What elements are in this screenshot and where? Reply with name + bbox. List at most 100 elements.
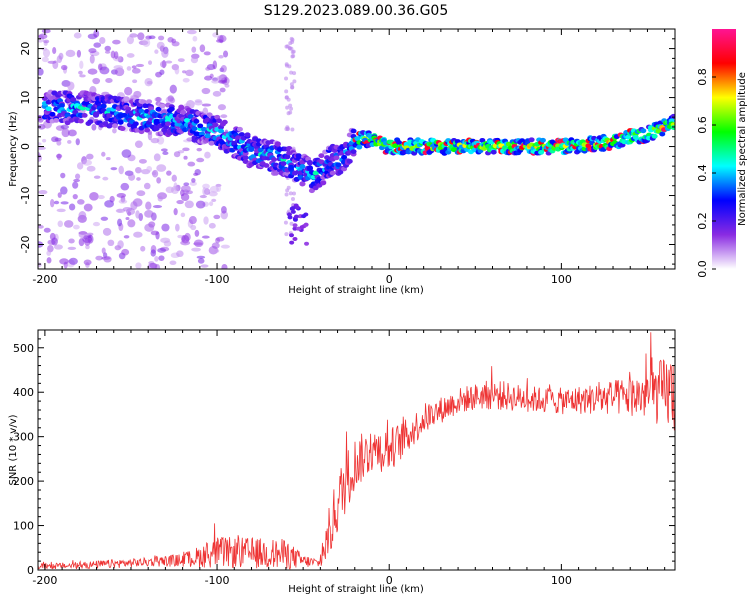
spectrogram-cell: [346, 158, 353, 164]
spectrogram-cell: [284, 232, 289, 237]
spectrogram-cell: [167, 95, 174, 102]
spectrogram-cell: [285, 105, 290, 110]
spectrogram-cell: [73, 32, 82, 39]
spectrogram-cell: [173, 208, 178, 216]
spectrogram-cell: [86, 153, 94, 160]
spectrogram-cell: [166, 170, 172, 176]
spectrogram-cell: [211, 79, 220, 84]
spectrogram-cell: [191, 177, 196, 183]
spectrogram-cell: [288, 103, 293, 108]
spectrogram-cell: [56, 153, 62, 161]
spectrogram-cell: [41, 29, 51, 34]
spectrogram-cell: [73, 224, 80, 230]
spectrogram-cell: [56, 55, 63, 63]
spectrogram-cell: [87, 119, 94, 125]
spectrogram-cell: [88, 48, 97, 54]
snr-y-axis-label: SNR (10 * v/v): [8, 414, 19, 485]
spectrogram-cell: [72, 193, 78, 200]
spectrogram-cell: [124, 86, 133, 96]
spectrogram-y-tick-label: -20: [19, 236, 32, 254]
spectrogram-cell: [93, 112, 100, 118]
spectrogram-cell: [121, 149, 132, 158]
spectrogram-cell: [318, 159, 325, 165]
spectrogram-cell: [212, 90, 222, 97]
spectrogram-cell: [46, 257, 52, 264]
spectrogram-cell: [106, 113, 113, 118]
spectrogram-cell: [182, 70, 187, 74]
spectrogram-cell: [49, 199, 55, 208]
spectrogram-cell: [123, 96, 130, 102]
spectrogram-cell: [192, 35, 198, 42]
spectrogram-cell: [142, 38, 151, 47]
spectrogram-cell: [288, 191, 293, 196]
spectrogram-cell: [132, 121, 139, 127]
spectrogram-cell: [299, 164, 306, 169]
spectrogram-cell: [257, 147, 264, 153]
spectrogram-cell: [67, 246, 77, 251]
spectrogram-cell: [138, 129, 145, 135]
spectrogram-cell: [193, 172, 199, 177]
spectrogram-cell: [204, 151, 211, 159]
spectrogram-cell: [79, 74, 86, 78]
spectrogram-cell: [289, 233, 295, 238]
spectrogram-cell: [126, 53, 135, 58]
spectrogram-cell: [85, 244, 90, 250]
spectrogram-cell: [60, 172, 66, 179]
spectrogram-cell: [113, 65, 124, 70]
spectrogram-cell: [204, 75, 213, 81]
spectrogram-cell: [75, 138, 80, 146]
spectrogram-cell: [187, 114, 194, 119]
spectrogram-cell: [59, 258, 69, 265]
spectrogram-cell: [284, 89, 289, 94]
spectrogram-cell: [285, 126, 290, 131]
spectrogram-cell: [158, 255, 165, 261]
spectrogram-cell: [38, 224, 44, 229]
spectrogram-cell: [199, 131, 206, 137]
spectrogram-cell: [562, 137, 569, 143]
spectrogram-x-tick-label: 0: [386, 273, 393, 286]
spectrogram-cell: [72, 181, 79, 189]
spectrogram-cell: [205, 66, 211, 71]
spectrogram-cell: [168, 106, 175, 112]
spectrogram-cell: [307, 160, 314, 165]
spectrogram-cell: [63, 220, 74, 228]
spectrogram-cell: [307, 165, 314, 171]
spectrogram-cell: [271, 157, 278, 162]
spectrogram-cell: [320, 180, 327, 186]
spectrogram-cell: [157, 196, 163, 202]
spectrogram-cell: [105, 78, 113, 83]
spectrogram-cell: [539, 137, 546, 143]
spectrogram-cell: [183, 155, 188, 160]
spectrogram-cell: [171, 41, 180, 47]
spectrogram-cell: [204, 133, 211, 139]
snr-x-tick-label: 0: [386, 574, 393, 587]
spectrogram-cell: [289, 240, 295, 245]
spectrogram-cell: [354, 136, 361, 142]
spectrogram-cell: [159, 103, 166, 109]
spectrogram-cell: [244, 132, 251, 138]
spectrogram-cell: [112, 127, 117, 134]
spectrogram-cell: [169, 84, 177, 94]
spectrogram-cell: [171, 174, 177, 182]
spectrogram-cell: [312, 170, 319, 176]
spectrogram-cell: [173, 151, 181, 158]
spectrogram-cell: [70, 97, 77, 102]
spectrogram-cell: [78, 231, 88, 239]
spectrogram-cell: [77, 118, 84, 124]
spectrogram-cell: [640, 128, 647, 134]
spectrogram-cell: [86, 232, 94, 236]
spectrogram-cell: [145, 201, 152, 210]
spectrogram-cell: [308, 188, 315, 194]
spectrogram-cell: [203, 216, 209, 225]
spectrogram-cell: [197, 258, 205, 264]
spectrogram-cell: [159, 61, 167, 68]
spectrogram-cell: [175, 223, 180, 232]
spectrogram-cell: [263, 163, 270, 168]
spectrogram-cell: [292, 226, 298, 231]
spectrogram-cell: [53, 244, 63, 250]
spectrogram-cell: [292, 79, 297, 84]
spectrogram-cell: [119, 126, 126, 132]
spectrogram-cell: [274, 141, 281, 147]
spectrogram-cell: [216, 185, 222, 192]
spectrogram-cell: [131, 68, 141, 74]
